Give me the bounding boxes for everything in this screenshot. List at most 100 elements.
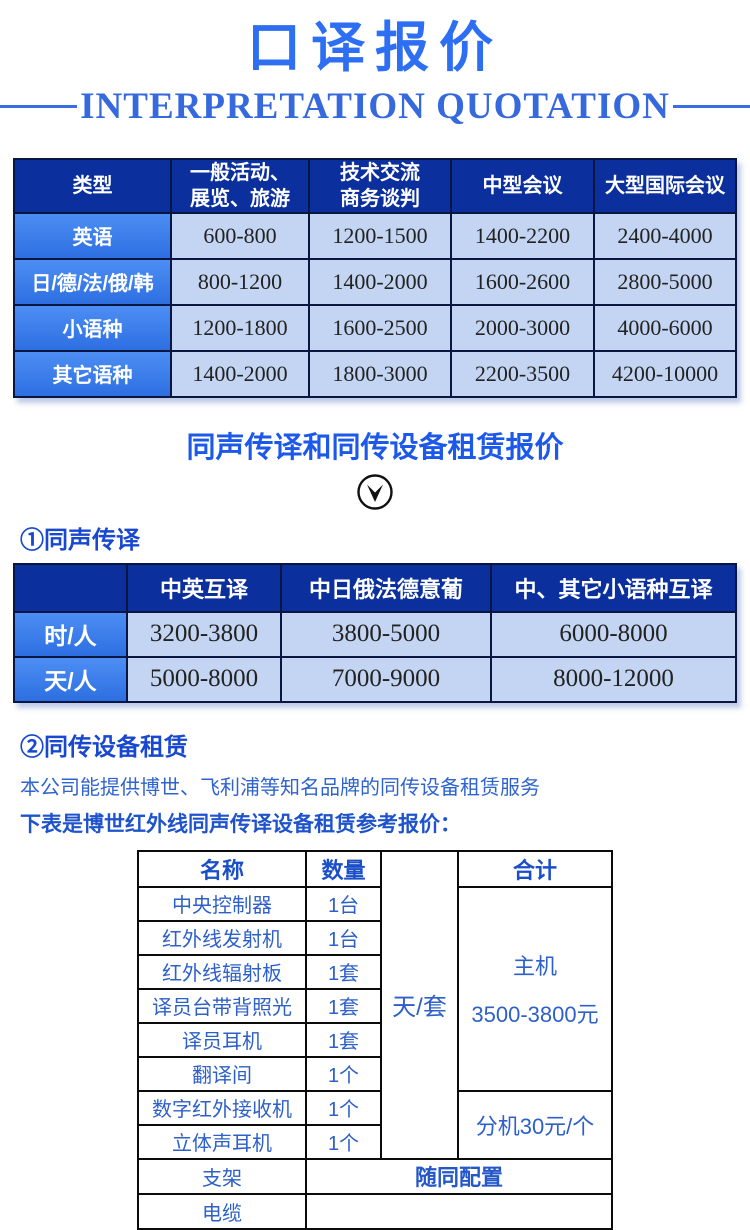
price-cell: 3800-5000 [280,610,492,658]
item-name: 立体声耳机 [137,1123,307,1160]
equipment-row: 译员耳机 1套 [137,1021,612,1058]
row-label: 时/人 [13,610,128,658]
page-title: 口译报价 [247,18,503,78]
equipment-intro-line: 本公司能提供博世、飞利浦等知名品牌的同传设备租赁服务 [20,776,540,799]
col-header-type: 类型 [13,157,172,214]
equipment-heading: ②同传设备租赁 [20,733,188,761]
price-cell: 3200-3800 [126,610,282,658]
price-cell: 2000-3000 [450,303,595,352]
item-qty: 1台 [305,885,382,922]
equipment-row: 数字红外接收机 1个 分机30元/个 [137,1089,613,1160]
price-cell: 1400-2200 [450,211,595,260]
table-header-row: 名称 数量 天/套 合计 [137,849,613,1160]
item-name: 红外线辐射板 [137,953,307,990]
unit-cell: 天/套 [380,849,459,1160]
stand-value-cell: 随同配置 [305,1157,613,1195]
col-header-qty: 数量 [305,849,382,888]
row-label: 其它语种 [13,349,172,398]
row-label: 小语种 [13,303,172,352]
item-qty: 1个 [305,1089,382,1126]
equipment-row: 立体声耳机 1个 [137,1123,612,1160]
col-header-zh-minor: 中、其它小语种互译 [490,562,737,613]
col-header-technical-exchange: 技术交流 商务谈判 [308,157,452,214]
equipment-row: 支架 随同配置 [137,1157,613,1195]
item-name: 电缆 [137,1192,307,1230]
subtitle-rule-left [0,104,78,108]
col-header-total: 合计 [457,849,613,888]
equipment-row: 译员台带背照光 1套 [137,987,612,1024]
item-name: 支架 [137,1157,307,1195]
table-row: 日/德/法/俄/韩 800-1200 1400-2000 1600-2600 2… [13,257,737,306]
item-qty: 1台 [305,919,382,956]
cable-value-cell [305,1192,613,1230]
subtitle-row: INTERPRETATION QUOTATION [0,85,750,128]
table-row: 英语 600-800 1200-1500 1400-2200 2400-4000 [13,211,737,260]
row-label: 日/德/法/俄/韩 [13,257,172,306]
table-header-row: 中英互译 中日俄法德意葡 中、其它小语种互译 [13,562,737,613]
price-cell: 4000-6000 [593,303,737,352]
price-cell: 2800-5000 [593,257,737,306]
price-cell: 4200-10000 [593,349,737,398]
item-qty: 1套 [305,987,382,1024]
equipment-row: 中央控制器 1台 主机 3500-3800元 [137,885,613,1092]
simultaneous-pricing-table: 中英互译 中日俄法德意葡 中、其它小语种互译 时/人 3200-3800 380… [13,562,737,703]
item-name: 中央控制器 [137,885,307,922]
col-header-zh-en: 中英互译 [126,562,282,613]
item-name: 红外线发射机 [137,919,307,956]
item-name: 译员台带背照光 [137,987,307,1024]
col-header-medium-conference: 中型会议 [450,157,595,214]
price-cell: 1400-2000 [308,257,452,306]
table-row: 小语种 1200-1800 1600-2500 2000-3000 4000-6… [13,303,737,352]
table-row: 时/人 3200-3800 3800-5000 6000-8000 [13,610,737,658]
price-cell: 800-1200 [170,257,310,306]
price-cell: 8000-12000 [490,655,737,703]
row-label: 天/人 [13,655,128,703]
equipment-rental-table: 名称 数量 天/套 合计 中央控制器 1台 主机 3500-3800元 红外线发… [137,849,613,1230]
corner-cell [13,562,128,613]
section-title: 同声传译和同传设备租赁报价 [186,431,564,464]
main-unit-label: 主机 [512,953,557,979]
main-unit-price: 3500-3800元 [471,1001,599,1027]
equipment-row: 红外线辐射板 1套 [137,953,612,990]
col-header-name: 名称 [137,849,307,888]
col-header-zh-multi: 中日俄法德意葡 [280,562,492,613]
price-cell: 5000-8000 [126,655,282,703]
item-qty: 1套 [305,953,382,990]
price-cell: 1400-2000 [170,349,310,398]
equipment-row: 翻译间 1个 [137,1055,612,1092]
price-cell: 600-800 [170,211,310,260]
arrow-wrap [0,473,750,511]
equipment-row: 红外线发射机 1台 [137,919,612,956]
col-header-large-conference: 大型国际会议 [593,157,737,214]
price-cell: 1600-2600 [450,257,595,306]
price-cell: 2200-3500 [450,349,595,398]
item-name: 数字红外接收机 [137,1089,307,1126]
table-row: 天/人 5000-8000 7000-9000 8000-12000 [13,655,737,703]
price-cell: 6000-8000 [490,610,737,658]
item-name: 译员耳机 [137,1021,307,1058]
row-label: 英语 [13,211,172,260]
table-header-row: 类型 一般活动、 展览、旅游 技术交流 商务谈判 中型会议 大型国际会议 [13,157,737,214]
equipment-row: 电缆 [137,1192,613,1230]
simultaneous-heading: ①同声传译 [20,526,140,554]
equipment-table-caption: 下表是博世红外线同声传译设备租赁参考报价： [20,812,461,836]
price-cell: 1800-3000 [308,349,452,398]
table-row: 其它语种 1400-2000 1800-3000 2200-3500 4200-… [13,349,737,398]
item-name: 翻译间 [137,1055,307,1092]
price-cell: 2400-4000 [593,211,737,260]
item-qty: 1个 [305,1123,382,1160]
price-cell: 1200-1800 [170,303,310,352]
item-qty: 1个 [305,1055,382,1092]
page-subtitle: INTERPRETATION QUOTATION [80,85,670,127]
price-cell: 1600-2500 [308,303,452,352]
main-unit-total-cell: 主机 3500-3800元 [457,885,613,1092]
price-cell: 1200-1500 [308,211,452,260]
subtitle-rule-right [672,104,750,108]
price-cell: 7000-9000 [280,655,492,703]
item-qty: 1套 [305,1021,382,1058]
receiver-unit-price-cell: 分机30元/个 [457,1089,613,1160]
interpretation-pricing-table: 类型 一般活动、 展览、旅游 技术交流 商务谈判 中型会议 大型国际会议 英语 60… [13,157,737,398]
chevron-down-circle-icon [357,474,393,510]
col-header-general-events: 一般活动、 展览、旅游 [170,157,310,214]
